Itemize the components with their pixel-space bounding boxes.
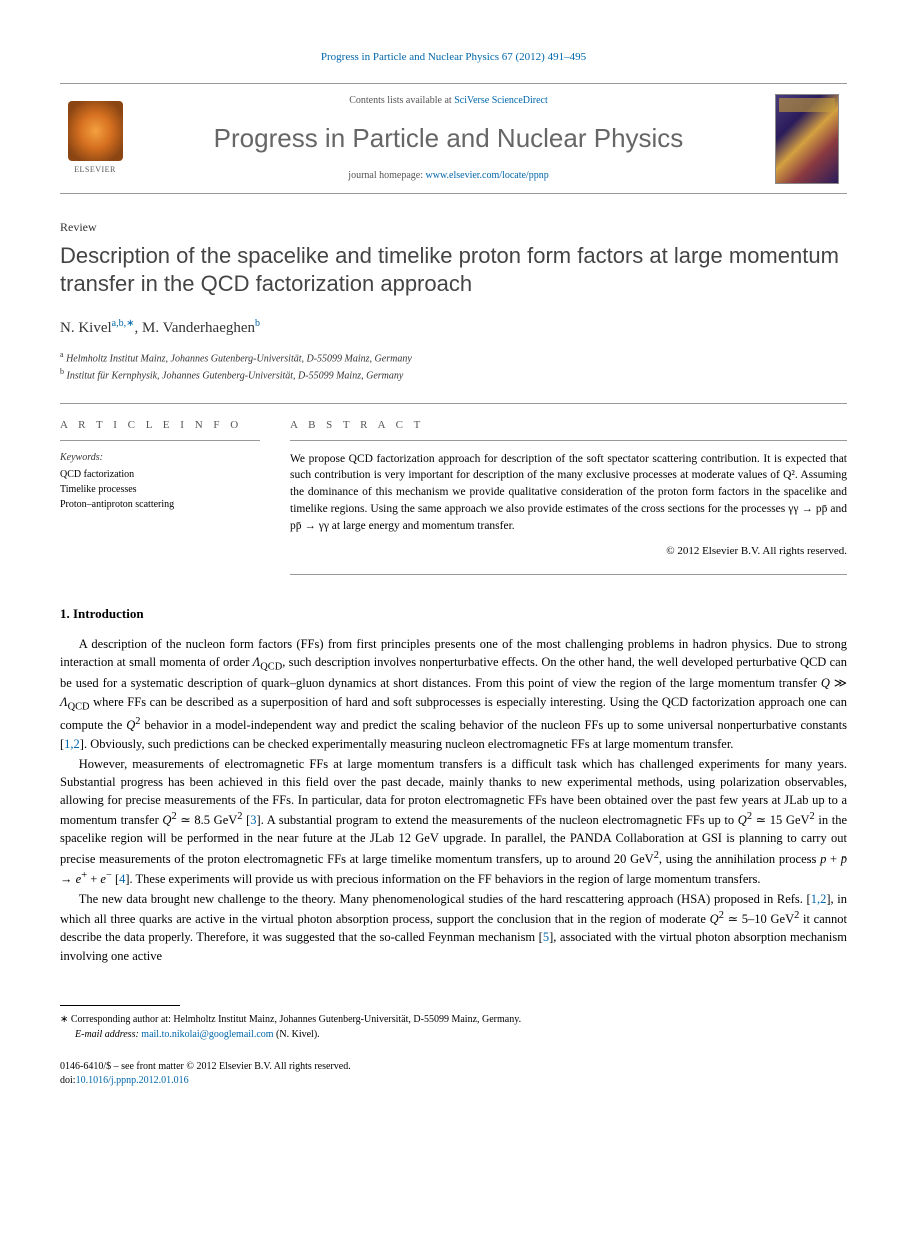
section-1-heading: 1. Introduction	[60, 605, 847, 623]
abstract-text: We propose QCD factorization approach fo…	[290, 451, 847, 534]
page-footer: 0146-6410/$ – see front matter © 2012 El…	[60, 1060, 847, 1088]
email-line: E-mail address: mail.to.nikolai@googlema…	[60, 1027, 847, 1042]
corresponding-author-note: ∗ Corresponding author at: Helmholtz Ins…	[60, 1012, 847, 1027]
doi-label: doi:	[60, 1075, 76, 1086]
footnote-rule	[60, 1005, 180, 1006]
para-2-text: However, measurements of electromagnetic…	[60, 757, 847, 886]
abstract-heading: A B S T R A C T	[290, 418, 847, 440]
author-1: N. Kivel	[60, 320, 112, 336]
journal-cover-icon	[775, 94, 839, 184]
ref-link-3[interactable]: 3	[250, 813, 256, 827]
article-info-heading: A R T I C L E I N F O	[60, 418, 260, 440]
citation-link[interactable]: Progress in Particle and Nuclear Physics…	[321, 51, 586, 63]
affiliation-a: a Helmholtz Institut Mainz, Johannes Gut…	[60, 349, 847, 366]
para-3: The new data brought new challenge to th…	[60, 890, 847, 965]
article-type-label: Review	[60, 219, 847, 236]
ref-link-1-2b[interactable]: 1,2	[811, 892, 827, 906]
info-abstract-row: A R T I C L E I N F O Keywords: QCD fact…	[60, 403, 847, 574]
doi-link[interactable]: 10.1016/j.ppnp.2012.01.016	[76, 1075, 189, 1086]
publisher-block: ELSEVIER	[60, 84, 130, 192]
para-1: A description of the nucleon form factor…	[60, 635, 847, 753]
contents-prefix: Contents lists available at	[349, 95, 454, 106]
keywords-label: Keywords:	[60, 451, 260, 465]
authors-line: N. Kivela,b,∗, M. Vanderhaeghenb	[60, 317, 847, 339]
journal-name: Progress in Particle and Nuclear Physics	[130, 120, 767, 156]
homepage-line: journal homepage: www.elsevier.com/locat…	[130, 169, 767, 183]
abstract-copyright: © 2012 Elsevier B.V. All rights reserved…	[290, 544, 847, 559]
email-label: E-mail address:	[75, 1029, 141, 1040]
homepage-prefix: journal homepage:	[348, 170, 425, 181]
ref-link-4[interactable]: 4	[119, 872, 125, 886]
ref-link-1-2[interactable]: 1,2	[64, 737, 80, 751]
masthead-center: Contents lists available at SciVerse Sci…	[130, 84, 767, 192]
homepage-link[interactable]: www.elsevier.com/locate/ppnp	[426, 170, 549, 181]
elsevier-logo-icon	[68, 101, 123, 161]
article-info-col: A R T I C L E I N F O Keywords: QCD fact…	[60, 404, 260, 574]
author-2: , M. Vanderhaeghen	[135, 320, 256, 336]
ref-link-5[interactable]: 5	[543, 930, 549, 944]
article-title: Description of the spacelike and timelik…	[60, 242, 847, 299]
author-1-sup: a,b,∗	[112, 318, 135, 329]
keywords-list: QCD factorization Timelike processes Pro…	[60, 467, 260, 512]
para-1-text: A description of the nucleon form factor…	[60, 637, 847, 751]
footnotes: ∗ Corresponding author at: Helmholtz Ins…	[60, 1012, 847, 1042]
affiliation-b: b Institut für Kernphysik, Johannes Gute…	[60, 366, 847, 383]
aff-b-text: Institut für Kernphysik, Johannes Gutenb…	[64, 370, 403, 381]
para-3-text: The new data brought new challenge to th…	[60, 892, 847, 963]
cover-thumb-container	[767, 84, 847, 192]
affiliations: a Helmholtz Institut Mainz, Johannes Gut…	[60, 349, 847, 384]
contents-line: Contents lists available at SciVerse Sci…	[130, 94, 767, 108]
issn-line: 0146-6410/$ – see front matter © 2012 El…	[60, 1060, 847, 1074]
abstract-col: A B S T R A C T We propose QCD factoriza…	[290, 404, 847, 574]
aff-a-text: Helmholtz Institut Mainz, Johannes Guten…	[64, 353, 412, 364]
masthead: ELSEVIER Contents lists available at Sci…	[60, 83, 847, 193]
page-container: Progress in Particle and Nuclear Physics…	[0, 0, 907, 1128]
author-2-sup: b	[255, 318, 260, 329]
header-citation: Progress in Particle and Nuclear Physics…	[60, 50, 847, 65]
corr-text: Corresponding author at: Helmholtz Insti…	[68, 1014, 521, 1025]
abstract-rule	[290, 574, 847, 575]
body-text: A description of the nucleon form factor…	[60, 635, 847, 965]
para-2: However, measurements of electromagnetic…	[60, 755, 847, 888]
doi-line: doi:10.1016/j.ppnp.2012.01.016	[60, 1074, 847, 1088]
sciencedirect-link[interactable]: SciVerse ScienceDirect	[454, 95, 548, 106]
email-suffix: (N. Kivel).	[274, 1029, 320, 1040]
email-link[interactable]: mail.to.nikolai@googlemail.com	[141, 1029, 273, 1040]
publisher-name: ELSEVIER	[74, 164, 116, 175]
